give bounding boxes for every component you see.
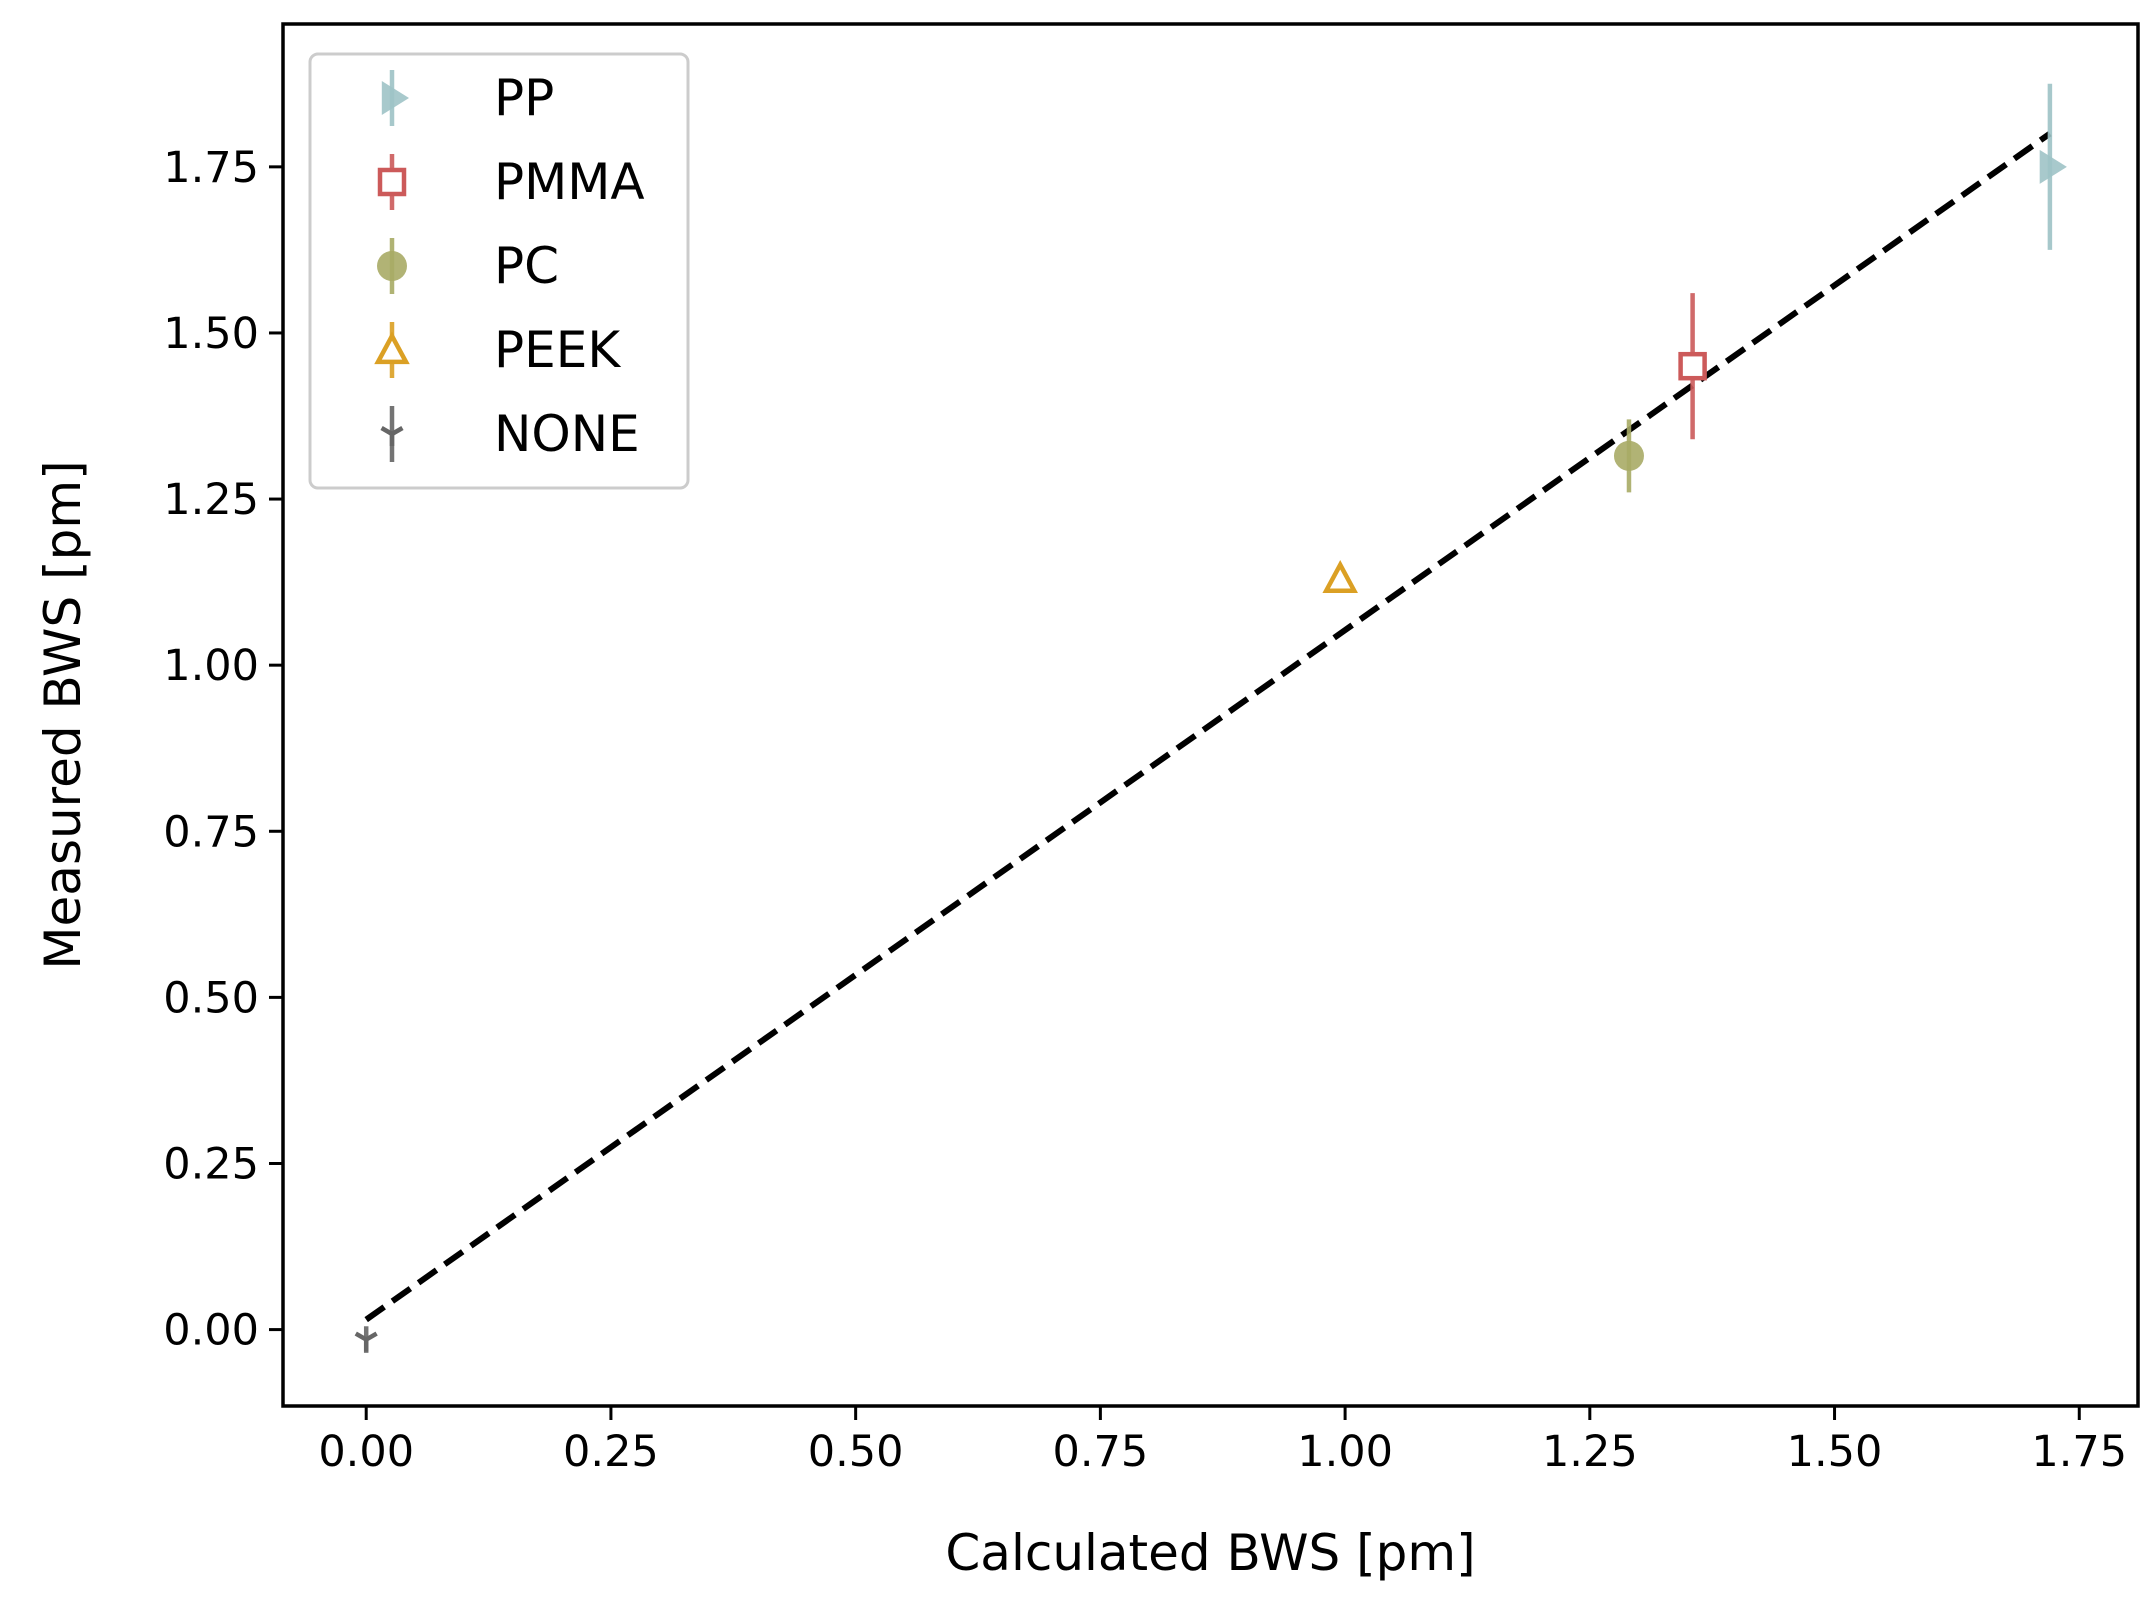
x-tick-label-0.50: 0.50 bbox=[808, 1427, 904, 1477]
y-tick-label-0.00: 0.00 bbox=[163, 1306, 259, 1356]
y-tick-label-1.50: 1.50 bbox=[163, 309, 259, 359]
point-pmma-shape bbox=[1678, 351, 1707, 381]
legend-label-pp: PP bbox=[494, 69, 554, 127]
y-tick-label-0.25: 0.25 bbox=[163, 1139, 259, 1189]
legend-label-pc: PC bbox=[494, 237, 559, 295]
legend-marker-none-arm-2 bbox=[380, 426, 394, 436]
point-none-arm-3 bbox=[365, 1331, 378, 1342]
point-pp bbox=[2039, 149, 2067, 184]
x-tick-label-1.75: 1.75 bbox=[2031, 1427, 2127, 1477]
x-tick-label-1.00: 1.00 bbox=[1297, 1427, 1393, 1477]
point-peek bbox=[1322, 560, 1358, 593]
x-tick-label-0.25: 0.25 bbox=[563, 1427, 659, 1477]
legend-box bbox=[308, 52, 690, 490]
legend-marker-pp bbox=[381, 81, 409, 115]
point-pp-shape bbox=[2039, 149, 2067, 184]
plot-frame bbox=[281, 22, 2140, 1408]
point-peek-shape bbox=[1322, 560, 1358, 593]
y-tick-label-1.25: 1.25 bbox=[163, 475, 259, 525]
legend-label-peek: PEEK bbox=[494, 321, 621, 379]
point-none bbox=[354, 1331, 378, 1352]
legend-marker-none bbox=[380, 426, 404, 446]
legend-marker-pc bbox=[377, 251, 407, 281]
x-tick-label-0.75: 0.75 bbox=[1052, 1427, 1148, 1477]
y-axis-label: Measured BWS [pm] bbox=[34, 460, 92, 969]
point-pc-shape bbox=[1613, 440, 1644, 471]
point-pc bbox=[1613, 440, 1644, 471]
x-tick-label-1.25: 1.25 bbox=[1542, 1427, 1638, 1477]
y-tick-label-1.75: 1.75 bbox=[163, 143, 259, 193]
legend-marker-peek bbox=[374, 331, 410, 365]
y-tick-label-1.00: 1.00 bbox=[163, 641, 259, 691]
y-tick-label-0.50: 0.50 bbox=[163, 973, 259, 1023]
x-axis-label: Calculated BWS [pm] bbox=[945, 1524, 1475, 1582]
point-none-arm-2 bbox=[354, 1331, 368, 1342]
plot-area bbox=[354, 83, 2067, 1353]
legend-marker-peek-shape bbox=[374, 331, 410, 365]
legend-marker-pmma-shape bbox=[377, 167, 407, 197]
fit-line bbox=[364, 131, 2052, 1323]
legend-marker-none-arm-3 bbox=[390, 426, 404, 436]
legend: PP PMMA PC PEEK NONE bbox=[308, 52, 690, 490]
y-tick-label-0.75: 0.75 bbox=[163, 807, 259, 857]
legend-label-pmma: PMMA bbox=[494, 153, 645, 211]
point-pmma bbox=[1678, 351, 1707, 381]
axes: 0.00 0.25 0.50 0.75 1.00 1.25 1.50 1.75 0.00 0.25… bbox=[163, 22, 2140, 1477]
legend-marker-pc-shape bbox=[377, 251, 407, 281]
legend-marker-pp-shape bbox=[381, 81, 409, 115]
x-tick-label-1.50: 1.50 bbox=[1787, 1427, 1883, 1477]
x-tick-label-0.00: 0.00 bbox=[318, 1427, 414, 1477]
legend-marker-pmma bbox=[377, 167, 407, 197]
legend-label-none: NONE bbox=[494, 405, 640, 463]
